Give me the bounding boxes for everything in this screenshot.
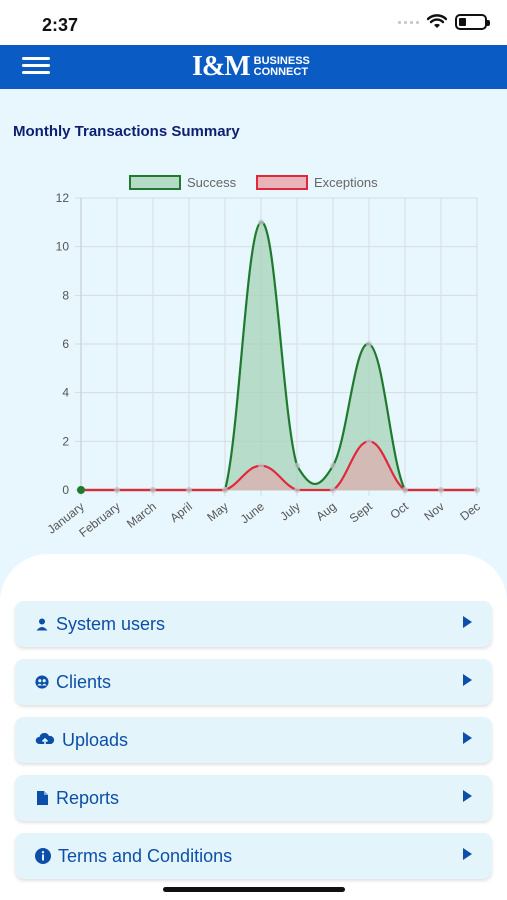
arrow-right-icon — [463, 674, 472, 686]
y-tick-label: 12 — [56, 191, 70, 205]
hamburger-menu-button[interactable] — [22, 57, 50, 77]
chart-title: Monthly Transactions Summary — [13, 123, 240, 140]
x-tick-label: March — [124, 499, 159, 531]
y-tick-label: 8 — [62, 288, 69, 302]
data-point — [77, 486, 85, 494]
status-bar: 2:37 — [0, 0, 507, 45]
menu-item-uploads[interactable]: Uploads — [15, 717, 492, 763]
legend-swatch — [129, 175, 181, 190]
y-tick-label: 6 — [62, 337, 69, 351]
menu-item-label: Uploads — [62, 729, 129, 750]
menu-item-label: Terms and Conditions — [58, 845, 233, 866]
menu-item-system-users[interactable]: System users — [15, 601, 492, 647]
cloud-upload-icon — [35, 733, 55, 747]
menu-panel: System users Clients Uploads Reports — [0, 554, 507, 900]
signal-icon — [398, 20, 419, 24]
x-tick-label: Sept — [347, 499, 376, 526]
main-content: Monthly Transactions Summary 0 2 4 6 8 10 12 Ja… — [0, 89, 507, 900]
menu-item-label: System users — [56, 613, 166, 634]
menu-item-clients[interactable]: Clients — [15, 659, 492, 705]
hamburger-line-icon — [22, 71, 50, 74]
battery-icon — [455, 14, 490, 30]
x-tick-label: June — [238, 499, 267, 526]
data-point — [294, 462, 300, 469]
user-icon — [35, 617, 49, 631]
y-tick-label: 0 — [62, 483, 69, 497]
x-tick-label: February — [76, 499, 122, 540]
wifi-icon — [427, 14, 447, 28]
data-point — [186, 487, 192, 493]
app-header: I&M BUSINESS CONNECT — [0, 45, 507, 89]
arrow-right-icon — [463, 732, 472, 744]
y-tick-label: 2 — [62, 434, 69, 448]
data-point — [114, 487, 120, 493]
x-tick-label: Dec — [457, 499, 482, 523]
data-point — [330, 462, 336, 469]
hamburger-line-icon — [22, 57, 50, 60]
transactions-chart: 0 2 4 6 8 10 12 January February March April May Jun… — [0, 169, 507, 639]
brand-text: BUSINESS CONNECT — [254, 56, 310, 78]
x-tick-label: April — [167, 499, 195, 525]
legend-label: Exceptions — [314, 175, 378, 190]
data-point — [258, 462, 264, 469]
y-tick-label: 10 — [56, 240, 70, 254]
info-icon — [35, 848, 51, 864]
brand-mark: I&M — [192, 51, 251, 82]
data-point — [402, 487, 408, 493]
status-icons — [398, 14, 490, 30]
data-point — [474, 487, 480, 493]
brand-line-1: BUSINESS — [253, 55, 310, 67]
menu-item-reports[interactable]: Reports — [15, 775, 492, 821]
data-point — [366, 341, 372, 347]
data-point — [438, 487, 444, 493]
data-point — [258, 219, 264, 226]
home-indicator — [163, 887, 345, 892]
brand-logo: I&M BUSINESS CONNECT — [192, 53, 310, 81]
legend-label: Success — [187, 175, 237, 190]
document-icon — [35, 791, 49, 805]
series-area-exceptions — [81, 441, 477, 490]
menu-item-terms-and-conditions[interactable]: Terms and Conditions — [15, 833, 492, 879]
arrow-right-icon — [463, 848, 472, 860]
status-time: 2:37 — [42, 15, 79, 35]
menu-item-label: Reports — [56, 787, 120, 808]
clients-icon — [35, 675, 49, 689]
data-point — [294, 487, 300, 493]
legend-swatch — [256, 175, 308, 190]
x-tick-label: Oct — [388, 499, 412, 522]
data-point — [222, 487, 228, 493]
y-tick-label: 4 — [62, 386, 69, 400]
x-tick-label: Nov — [421, 499, 446, 523]
brand-line-2: CONNECT — [253, 66, 309, 78]
x-tick-label: May — [204, 499, 230, 524]
arrow-right-icon — [463, 790, 472, 802]
series-area-success — [81, 222, 477, 490]
menu-item-label: Clients — [56, 671, 112, 692]
data-point — [150, 487, 156, 493]
x-tick-label: July — [277, 499, 302, 523]
data-point — [330, 487, 336, 493]
arrow-right-icon — [463, 616, 472, 628]
x-tick-label: Aug — [313, 499, 338, 523]
data-point — [366, 438, 372, 445]
hamburger-line-icon — [22, 64, 50, 67]
